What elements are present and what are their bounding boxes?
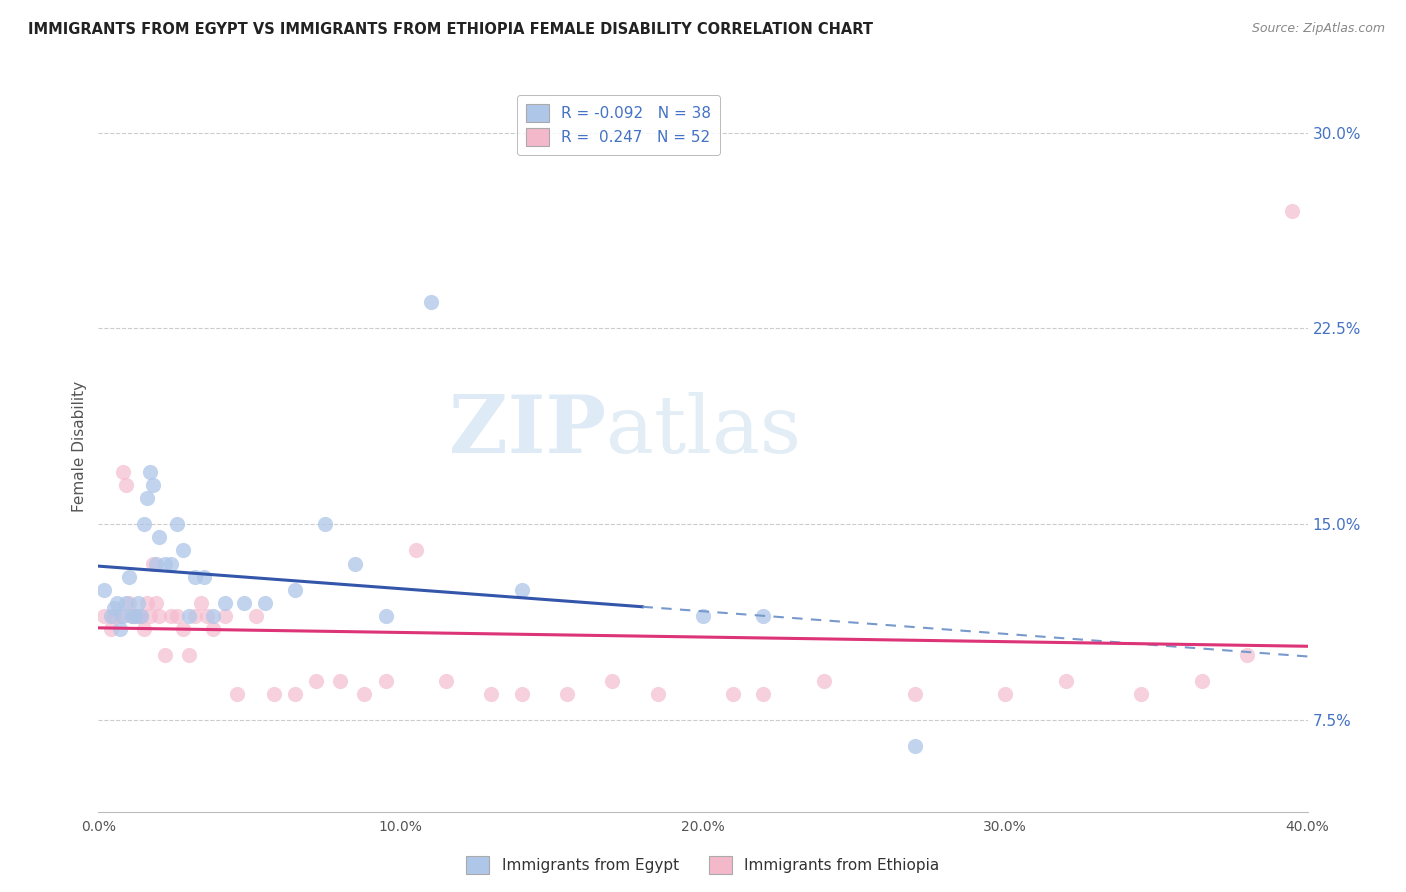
Point xyxy=(374,608,396,623)
Point xyxy=(100,608,122,623)
Point xyxy=(172,622,194,636)
Point xyxy=(253,596,276,610)
Point xyxy=(344,557,367,571)
Point xyxy=(752,687,775,701)
Point xyxy=(813,674,835,689)
Point xyxy=(114,478,136,492)
Point xyxy=(994,687,1017,701)
Point xyxy=(647,687,669,701)
Point xyxy=(195,608,218,623)
Point xyxy=(602,674,624,689)
Point xyxy=(166,517,188,532)
Point xyxy=(904,739,927,754)
Point xyxy=(166,608,188,623)
Point xyxy=(127,608,149,623)
Point xyxy=(145,596,167,610)
Point xyxy=(172,543,194,558)
Point xyxy=(142,478,165,492)
Legend: R = -0.092   N = 38, R =  0.247   N = 52: R = -0.092 N = 38, R = 0.247 N = 52 xyxy=(516,95,720,155)
Point xyxy=(121,608,143,623)
Point xyxy=(555,687,578,701)
Point xyxy=(245,608,267,623)
Point xyxy=(184,608,207,623)
Point xyxy=(284,582,307,597)
Point xyxy=(481,687,503,701)
Point xyxy=(692,608,714,623)
Point xyxy=(179,648,201,662)
Point xyxy=(179,608,201,623)
Point xyxy=(129,608,152,623)
Point xyxy=(329,674,352,689)
Point xyxy=(142,557,165,571)
Point xyxy=(305,674,328,689)
Point xyxy=(111,608,134,623)
Text: atlas: atlas xyxy=(606,392,801,470)
Point xyxy=(135,491,157,506)
Point xyxy=(1236,648,1258,662)
Point xyxy=(1191,674,1213,689)
Point xyxy=(93,608,115,623)
Point xyxy=(129,608,152,623)
Point xyxy=(160,557,183,571)
Point xyxy=(103,601,125,615)
Point xyxy=(193,569,215,583)
Point xyxy=(214,608,236,623)
Point xyxy=(434,674,457,689)
Point xyxy=(93,582,115,597)
Point xyxy=(124,608,146,623)
Text: Source: ZipAtlas.com: Source: ZipAtlas.com xyxy=(1251,22,1385,36)
Point xyxy=(1130,687,1153,701)
Point xyxy=(190,596,212,610)
Point xyxy=(752,608,775,623)
Point xyxy=(160,608,183,623)
Point xyxy=(124,608,146,623)
Point xyxy=(103,608,125,623)
Point xyxy=(202,608,225,623)
Point xyxy=(153,648,176,662)
Point xyxy=(353,687,375,701)
Point xyxy=(153,557,176,571)
Point xyxy=(510,582,533,597)
Point xyxy=(510,687,533,701)
Point xyxy=(314,517,336,532)
Point xyxy=(148,608,170,623)
Point xyxy=(132,517,155,532)
Point xyxy=(1054,674,1077,689)
Point xyxy=(284,687,307,701)
Point xyxy=(135,596,157,610)
Text: ZIP: ZIP xyxy=(450,392,606,470)
Point xyxy=(139,608,162,623)
Point xyxy=(108,608,131,623)
Legend: Immigrants from Egypt, Immigrants from Ethiopia: Immigrants from Egypt, Immigrants from E… xyxy=(460,850,946,880)
Point xyxy=(121,608,143,623)
Point xyxy=(105,596,128,610)
Point xyxy=(148,530,170,544)
Point xyxy=(226,687,249,701)
Point xyxy=(108,622,131,636)
Point xyxy=(232,596,254,610)
Point xyxy=(145,557,167,571)
Point xyxy=(118,569,141,583)
Point xyxy=(214,596,236,610)
Point xyxy=(118,596,141,610)
Point xyxy=(723,687,745,701)
Point xyxy=(202,622,225,636)
Point xyxy=(405,543,427,558)
Text: IMMIGRANTS FROM EGYPT VS IMMIGRANTS FROM ETHIOPIA FEMALE DISABILITY CORRELATION : IMMIGRANTS FROM EGYPT VS IMMIGRANTS FROM… xyxy=(28,22,873,37)
Y-axis label: Female Disability: Female Disability xyxy=(72,380,87,512)
Point xyxy=(132,622,155,636)
Point xyxy=(111,465,134,479)
Point xyxy=(374,674,396,689)
Point xyxy=(127,596,149,610)
Point xyxy=(100,622,122,636)
Point xyxy=(114,596,136,610)
Point xyxy=(904,687,927,701)
Point xyxy=(184,569,207,583)
Point xyxy=(263,687,285,701)
Point xyxy=(1281,203,1303,218)
Point xyxy=(420,295,443,310)
Point xyxy=(139,465,162,479)
